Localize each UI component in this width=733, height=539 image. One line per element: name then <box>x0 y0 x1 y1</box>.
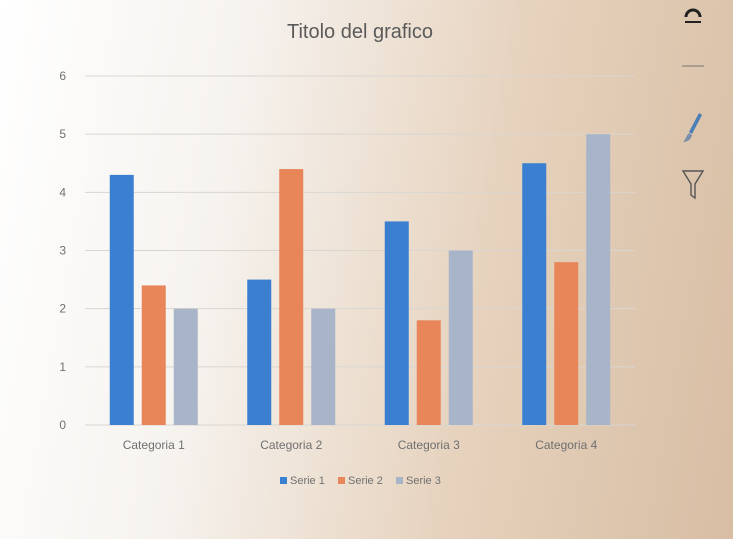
legend-swatch <box>280 477 287 484</box>
y-tick-label: 1 <box>59 360 66 374</box>
legend[interactable]: Serie 1 Serie 2 Serie 3 <box>280 475 441 487</box>
y-tick-label: 5 <box>59 127 66 141</box>
y-axis-ticks: 0 1 2 3 4 5 6 <box>59 69 66 432</box>
bar-serie-3-1[interactable] <box>173 308 198 425</box>
chart-filters-icon[interactable] <box>668 164 718 206</box>
bar-serie-1-2[interactable] <box>247 279 272 425</box>
bar-serie-3-3[interactable] <box>448 250 473 426</box>
y-tick-label: 3 <box>59 244 66 258</box>
bar-serie-1-1[interactable] <box>109 174 134 425</box>
x-tick-label: Categoria 1 <box>123 438 185 452</box>
divider-line-icon <box>668 56 718 76</box>
chart-side-toolbar <box>668 0 718 220</box>
bar-serie-2-1[interactable] <box>141 285 166 425</box>
legend-label[interactable]: Serie 2 <box>348 475 383 487</box>
chart-styles-icon[interactable] <box>668 108 718 148</box>
bar-serie-1-3[interactable] <box>384 221 409 425</box>
x-tick-label: Categoria 3 <box>398 438 460 452</box>
bars <box>109 134 611 426</box>
gridlines <box>85 75 635 426</box>
legend-label[interactable]: Serie 1 <box>290 475 325 487</box>
x-tick-label: Categoria 2 <box>260 438 322 452</box>
legend-swatch <box>338 477 345 484</box>
x-axis-ticks: Categoria 1 Categoria 2 Categoria 3 Categor… <box>123 438 598 452</box>
bar-serie-1-4[interactable] <box>522 163 547 425</box>
legend-label[interactable]: Serie 3 <box>406 475 441 487</box>
bar-serie-2-4[interactable] <box>554 262 579 425</box>
legend-swatch <box>396 477 403 484</box>
y-tick-label: 4 <box>59 185 66 199</box>
bar-serie-3-2[interactable] <box>311 308 336 425</box>
y-tick-label: 6 <box>59 69 66 83</box>
chart-elements-icon[interactable] <box>668 0 718 28</box>
bar-serie-3-4[interactable] <box>586 134 611 425</box>
bar-serie-2-3[interactable] <box>416 320 441 425</box>
bar-serie-2-2[interactable] <box>279 169 304 425</box>
x-tick-label: Categoria 4 <box>535 438 597 452</box>
y-tick-label: 0 <box>59 418 66 432</box>
y-tick-label: 2 <box>59 302 66 316</box>
chart-title: Titolo del grafico <box>287 21 433 43</box>
